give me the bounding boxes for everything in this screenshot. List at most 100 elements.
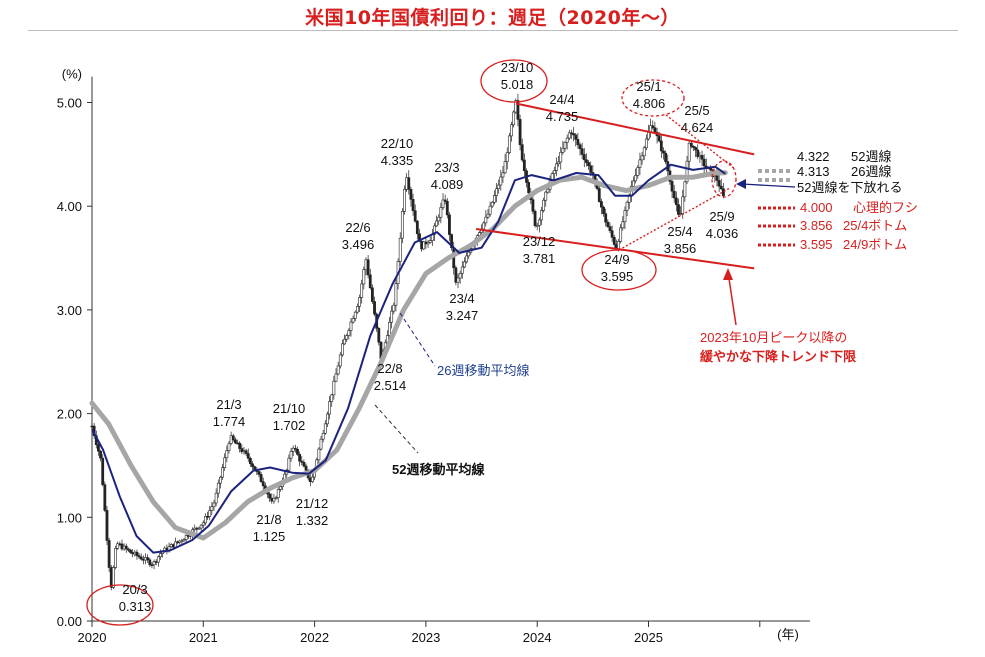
candle-body — [345, 335, 349, 340]
legend-label-26w: 26週線 — [851, 164, 891, 179]
candle-body — [458, 273, 462, 279]
y-tick-label: 5.00 — [57, 96, 82, 111]
candle-body — [567, 132, 571, 139]
candle-body — [555, 163, 558, 171]
candle-body — [214, 492, 218, 504]
candle-body — [347, 330, 351, 336]
point-label-value: 4.806 — [633, 96, 666, 111]
trend-line-upper — [515, 102, 755, 156]
candle-body — [651, 125, 655, 128]
point-label-date: 25/4 — [667, 224, 692, 239]
x-tick-label: 2023 — [411, 630, 440, 645]
candle-body — [293, 447, 297, 450]
trend-lines — [475, 102, 755, 270]
candle-body — [129, 549, 132, 553]
x-tick-label: 2021 — [189, 630, 218, 645]
candle-body — [505, 152, 509, 162]
candle-body — [373, 301, 376, 315]
candle-body — [621, 221, 625, 229]
candle-body — [360, 283, 364, 298]
candle-body — [478, 232, 481, 237]
candle-body — [490, 201, 494, 207]
candle-body — [135, 551, 139, 556]
candle-body — [482, 222, 486, 230]
point-label-date: 25/9 — [709, 209, 734, 224]
candle-body — [486, 213, 490, 218]
candle-body — [415, 220, 419, 235]
candle-body — [576, 139, 580, 146]
candle-body — [180, 540, 184, 543]
candle-body — [672, 190, 676, 199]
candle-body — [116, 543, 120, 549]
candle-body — [670, 181, 674, 192]
candle-body — [268, 493, 272, 499]
candle-body — [148, 559, 152, 565]
candle-body — [497, 184, 501, 190]
candle-body — [460, 266, 464, 274]
trend-note-line1: 2023年10月ピーク以降の — [700, 330, 847, 345]
ma26-leader-line — [399, 312, 436, 367]
candle-body — [617, 241, 620, 250]
candle-body — [463, 261, 466, 268]
candle-body — [484, 216, 488, 224]
candle-body — [634, 175, 638, 182]
candle-body — [234, 439, 237, 444]
candle-body — [435, 220, 439, 227]
point-label-value: 3.781 — [523, 251, 556, 266]
candle-body — [319, 438, 323, 450]
candle-body — [343, 338, 346, 345]
point-label-date: 23/10 — [501, 60, 534, 75]
y-tick-label: 0.00 — [57, 614, 82, 629]
candle-body — [304, 465, 308, 471]
candle-body — [533, 211, 537, 226]
candle-body — [692, 146, 695, 148]
candle-body — [114, 548, 117, 568]
breakdown-arrow-shaft — [741, 183, 796, 188]
candle-body — [428, 240, 432, 243]
candle-body — [602, 206, 605, 214]
candle-body — [210, 506, 214, 511]
point-label-date: 24/9 — [604, 252, 629, 267]
candle-body — [722, 188, 725, 197]
highlight-circle — [711, 160, 737, 198]
candle-body — [156, 556, 160, 563]
candle-body — [101, 457, 105, 485]
candle-body — [296, 449, 299, 455]
candle-body — [274, 497, 278, 500]
candle-body — [197, 527, 201, 530]
candle-body — [683, 181, 687, 198]
candle-body — [585, 159, 588, 163]
point-label-value: 1.774 — [213, 414, 246, 429]
point-label-value: 4.335 — [381, 153, 414, 168]
legend-level-label: 24/9ボトム — [843, 237, 907, 252]
candle-body — [257, 471, 261, 475]
candle-body — [559, 151, 563, 163]
candle-body — [662, 150, 665, 154]
breakdown-arrow-head — [736, 179, 746, 189]
candle-body — [221, 467, 224, 478]
candle-body — [99, 450, 102, 459]
candle-body — [640, 155, 644, 161]
candle-body — [679, 213, 683, 215]
candle-body — [445, 201, 449, 216]
candle-body — [261, 481, 265, 487]
candle-body — [370, 287, 374, 302]
candle-body — [341, 343, 344, 356]
candle-body — [512, 111, 516, 126]
candle-body — [336, 365, 340, 375]
candle-body — [323, 423, 327, 434]
candle-body — [700, 155, 704, 160]
candle-body — [332, 380, 336, 396]
point-label-value: 3.247 — [446, 308, 479, 323]
legend-value-26w: 4.313 — [797, 164, 830, 179]
candle-body — [390, 310, 394, 323]
candle-body — [358, 297, 361, 307]
candle-body — [546, 188, 550, 193]
dotted-lower-wedge — [618, 187, 731, 251]
candle-body — [139, 556, 143, 560]
point-label-date: 22/6 — [345, 220, 370, 235]
candle-body — [531, 199, 535, 212]
candle-body — [216, 482, 220, 494]
point-label-date: 21/12 — [296, 496, 329, 511]
